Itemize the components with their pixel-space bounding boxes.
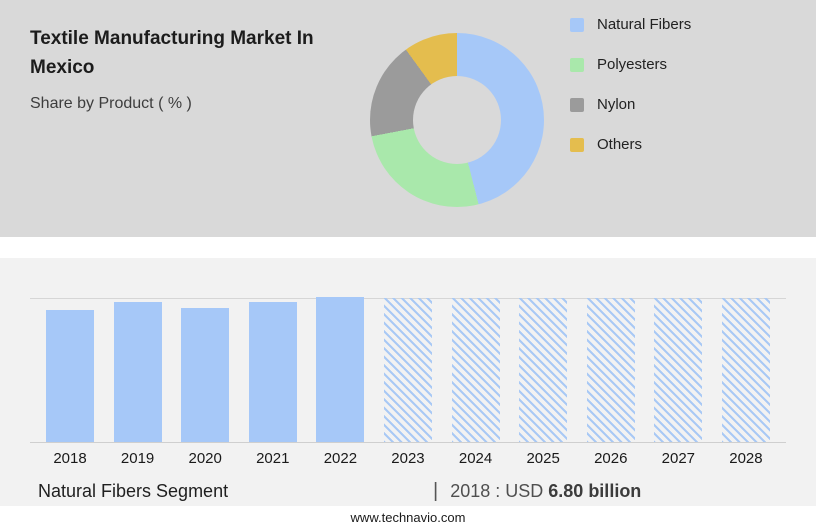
bars-container xyxy=(30,296,786,443)
chart-subtitle: Share by Product ( % ) xyxy=(30,94,192,112)
legend-item-natural-fibers: Natural Fibers xyxy=(570,16,691,33)
x-label-2024: 2024 xyxy=(458,450,493,467)
bar-chart-section: 2018 2019 2020 2021 2022 2023 2024 2025 2026 2027… xyxy=(0,258,816,506)
legend-swatch xyxy=(570,97,584,112)
page-title: Textile Manufacturing Market In Mexico xyxy=(30,28,314,79)
bar-2026 xyxy=(586,298,635,443)
segment-value-bold: 6.80 billion xyxy=(548,481,642,501)
donut-chart xyxy=(370,33,544,207)
donut-hole xyxy=(413,76,501,164)
footer: www.technavio.com xyxy=(0,506,816,528)
bar-2022 xyxy=(316,296,365,443)
segment-label: Natural Fibers Segment xyxy=(38,481,229,501)
legend-item-others: Others xyxy=(570,136,691,153)
bar-2019 xyxy=(113,302,162,443)
bar-2024 xyxy=(451,298,500,443)
x-label-2025: 2025 xyxy=(526,450,560,467)
x-label-2023: 2023 xyxy=(391,450,425,467)
caption-separator: | xyxy=(433,480,439,502)
segment-value: 2018 : USD 6.80 billion xyxy=(450,481,641,502)
axis-baseline xyxy=(30,442,786,443)
caption-row: Natural Fibers Segment | 2018 : USD 6.80… xyxy=(38,480,786,503)
legend-swatch xyxy=(570,137,584,152)
legend-swatch xyxy=(570,57,584,72)
legend-label: Nylon xyxy=(597,96,636,113)
bar-2027 xyxy=(654,298,703,443)
x-label-2021: 2021 xyxy=(256,450,290,467)
legend-label: Polyesters xyxy=(597,56,668,73)
bar-chart xyxy=(30,296,786,443)
legend: Natural Fibers Polyesters Nylon Others xyxy=(570,16,691,153)
x-label-2019: 2019 xyxy=(120,450,155,467)
x-label-2027: 2027 xyxy=(661,450,696,467)
website-link[interactable]: www.technavio.com xyxy=(350,509,466,525)
bar-2025 xyxy=(519,298,568,443)
title-block: Textile Manufacturing Market In Mexico S… xyxy=(30,24,375,113)
x-label-2020: 2020 xyxy=(188,450,222,467)
bar-2023 xyxy=(383,298,432,443)
bar-2020 xyxy=(181,308,230,443)
bar-2021 xyxy=(248,302,297,443)
header-section: Textile Manufacturing Market In Mexico S… xyxy=(0,0,816,237)
legend-label: Others xyxy=(597,136,643,153)
segment-year-label: 2018 : USD xyxy=(450,481,544,501)
legend-item-polyesters: Polyesters xyxy=(570,56,691,73)
x-label-2022: 2022 xyxy=(323,450,358,467)
x-label-2018: 2018 xyxy=(53,450,87,467)
legend-label: Natural Fibers xyxy=(597,16,692,33)
x-axis-labels: 2018 2019 2020 2021 2022 2023 2024 2025 2026 2027… xyxy=(30,450,786,467)
legend-swatch xyxy=(570,17,584,32)
bar-2018 xyxy=(46,309,94,443)
x-label-2026: 2026 xyxy=(594,450,628,467)
bar-2028 xyxy=(721,298,770,443)
legend-item-nylon: Nylon xyxy=(570,96,691,113)
x-label-2028: 2028 xyxy=(729,450,763,467)
